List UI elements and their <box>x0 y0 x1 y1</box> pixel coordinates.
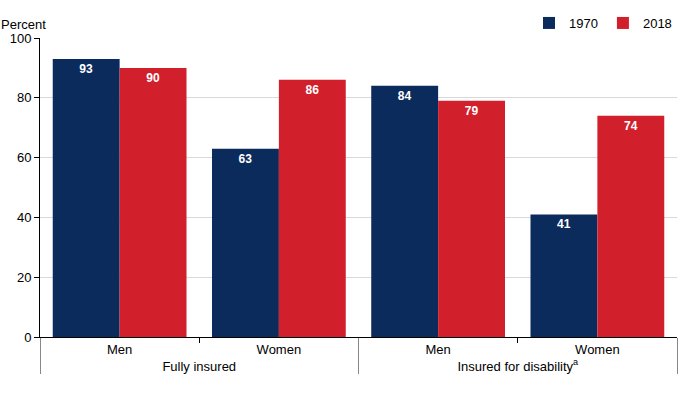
svg-text:Men: Men <box>107 342 132 357</box>
svg-text:79: 79 <box>465 104 479 118</box>
svg-text:63: 63 <box>239 152 253 166</box>
svg-text:93: 93 <box>79 62 93 76</box>
svg-text:90: 90 <box>146 71 160 85</box>
svg-text:74: 74 <box>624 119 638 133</box>
svg-text:84: 84 <box>398 89 412 103</box>
svg-text:100: 100 <box>10 31 32 46</box>
svg-text:1970: 1970 <box>569 16 598 31</box>
svg-text:Percent: Percent <box>1 17 46 32</box>
svg-text:Men: Men <box>425 342 450 357</box>
svg-text:0: 0 <box>24 330 31 345</box>
svg-text:Women: Women <box>575 342 620 357</box>
svg-text:Insured for disability​a​: Insured for disability​a​ <box>457 357 579 373</box>
svg-text:20: 20 <box>17 270 31 285</box>
svg-text:60: 60 <box>17 150 31 165</box>
svg-text:2018: 2018 <box>643 16 672 31</box>
svg-text:Women: Women <box>257 342 302 357</box>
svg-text:Fully insured: Fully insured <box>162 359 236 374</box>
svg-text:80: 80 <box>17 90 31 105</box>
svg-text:40: 40 <box>17 210 31 225</box>
svg-text:86: 86 <box>305 83 319 97</box>
svg-text:41: 41 <box>557 217 571 231</box>
